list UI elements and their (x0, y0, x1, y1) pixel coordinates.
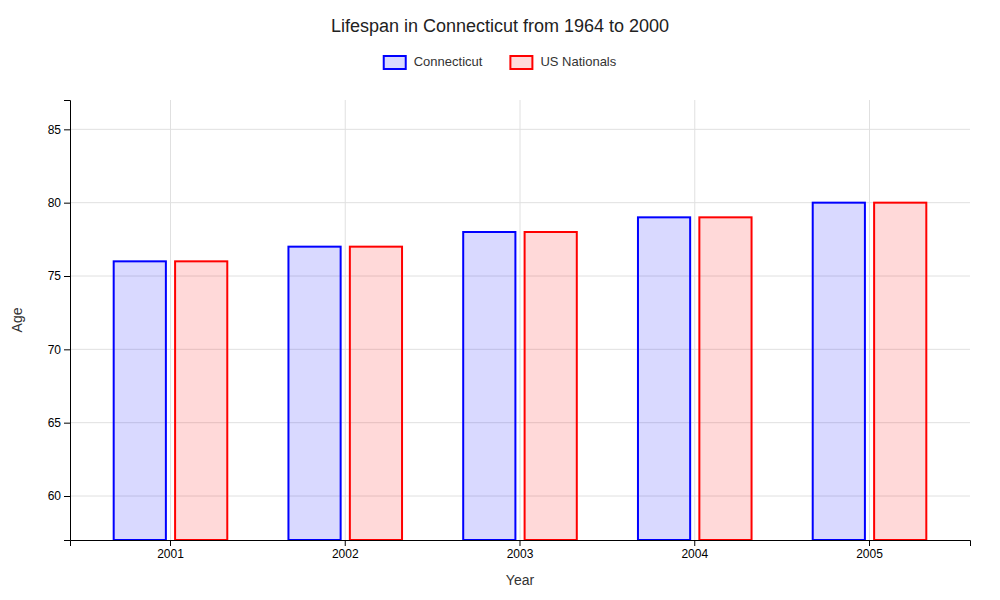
x-tick-label: 2002 (332, 547, 359, 561)
y-tick: 70 (48, 343, 70, 357)
x-axis: 2001 2002 2003 2004 2005 (71, 540, 971, 561)
x-tick-label: 2005 (856, 547, 883, 561)
x-axis-line (71, 541, 971, 547)
y-tick-label: 70 (48, 343, 62, 357)
x-axis-title: Year (506, 572, 535, 588)
x-tick: 2001 (157, 540, 184, 561)
bar (699, 217, 751, 540)
grid-line-x (170, 100, 171, 540)
bar (288, 247, 340, 540)
legend-item: US Nationals (510, 54, 616, 69)
x-tick: 2005 (856, 540, 883, 561)
bar-series (175, 203, 926, 540)
y-tick-mark (64, 276, 70, 277)
grid-line-x (694, 100, 695, 540)
y-tick-mark (64, 349, 70, 350)
y-tick-label: 85 (48, 123, 62, 137)
bar (525, 232, 577, 540)
bar (175, 261, 227, 540)
bar (114, 261, 166, 540)
y-tick-mark (64, 423, 70, 424)
x-tick-label: 2003 (507, 547, 534, 561)
title: Lifespan in Connecticut from 1964 to 200… (331, 16, 669, 36)
chart: 60 65 70 75 80 85 2001 2002 2003 2004 2005 Year Age L… (0, 0, 1000, 600)
grid-line-x (345, 100, 346, 540)
x-tick-mark (694, 540, 695, 546)
y-tick-label: 65 (48, 416, 62, 430)
legend-swatch (384, 56, 406, 69)
legend-swatch (510, 56, 532, 69)
x-tick: 2004 (681, 540, 708, 561)
y-tick-label: 80 (48, 196, 62, 210)
y-tick-mark (64, 496, 70, 497)
bar (350, 247, 402, 540)
y-tick: 60 (48, 489, 70, 503)
plot: 60 65 70 75 80 85 2001 2002 2003 2004 2005 (48, 100, 971, 561)
y-tick-label: 75 (48, 269, 62, 283)
y-axis: 60 65 70 75 80 85 (48, 101, 71, 541)
x-tick-mark (520, 540, 521, 546)
legend-item: Connecticut (384, 54, 483, 69)
x-tick-mark (345, 540, 346, 546)
bar (813, 203, 865, 540)
bar (463, 232, 515, 540)
bars (114, 203, 927, 540)
x-tick-mark (170, 540, 171, 546)
legend: Connecticut US Nationals (384, 54, 617, 69)
y-axis-line (64, 101, 71, 541)
x-tick-mark (869, 540, 870, 546)
legend-label: US Nationals (540, 54, 616, 69)
bar (874, 203, 926, 540)
y-tick: 65 (48, 416, 70, 430)
y-tick: 80 (48, 196, 70, 210)
x-tick: 2003 (507, 540, 534, 561)
y-tick: 85 (48, 123, 70, 137)
y-tick-mark (64, 203, 70, 204)
y-tick-mark (64, 129, 70, 130)
bar (638, 217, 690, 540)
bar-series (114, 203, 865, 540)
grid (70, 100, 970, 540)
y-tick: 75 (48, 269, 70, 283)
x-tick: 2002 (332, 540, 359, 561)
x-tick-label: 2001 (157, 547, 184, 561)
grid-line-x (869, 100, 870, 540)
legend-label: Connecticut (414, 54, 483, 69)
x-tick-label: 2004 (681, 547, 708, 561)
grid-line-x (520, 100, 521, 540)
y-axis-title: Age (9, 307, 25, 332)
y-tick-label: 60 (48, 489, 62, 503)
